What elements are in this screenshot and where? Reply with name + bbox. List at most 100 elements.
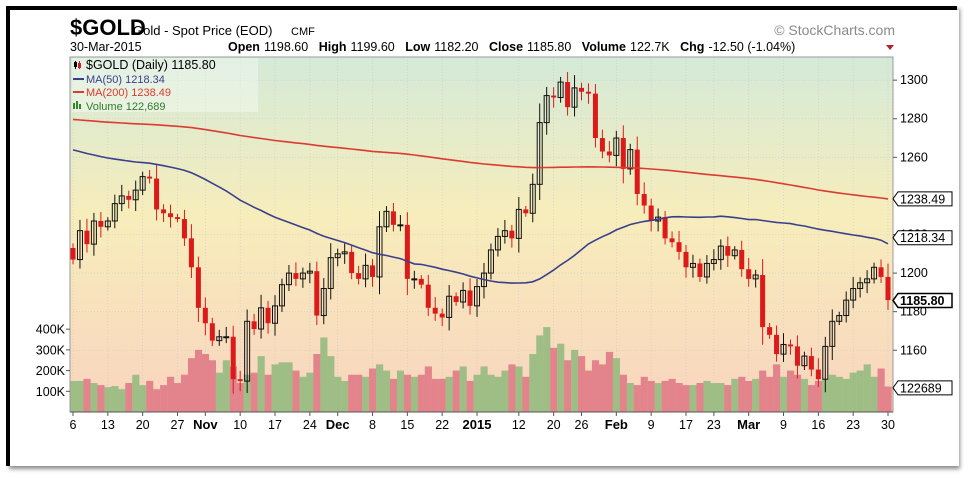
volume-bar bbox=[557, 343, 565, 412]
volume-bar bbox=[605, 351, 614, 412]
candle bbox=[418, 275, 424, 289]
volume-bar bbox=[410, 376, 419, 412]
candle-body bbox=[432, 307, 438, 314]
value-badge-label: 1238.49 bbox=[900, 192, 945, 206]
candle-body bbox=[648, 205, 654, 221]
legend-ma200: MA(200) 1238.49 bbox=[86, 87, 171, 99]
candle bbox=[864, 270, 871, 294]
candle-body bbox=[168, 213, 174, 218]
volume-bar bbox=[208, 360, 216, 412]
candle-body bbox=[669, 238, 675, 243]
volume-bar bbox=[222, 360, 230, 412]
volume-bar bbox=[438, 378, 446, 412]
candle bbox=[703, 255, 710, 284]
date-tick-label: 10 bbox=[233, 418, 247, 432]
candle bbox=[320, 278, 327, 325]
candle-body bbox=[557, 81, 564, 99]
volume-bar bbox=[619, 374, 627, 412]
candle bbox=[565, 71, 571, 116]
candle-body bbox=[641, 193, 647, 206]
price-tick-label: 1280 bbox=[900, 112, 928, 126]
value-badges: 1238.49 1218.34 1185.80 122689 bbox=[892, 191, 953, 396]
candle-body bbox=[161, 209, 167, 214]
volume-tick-label: 300K bbox=[36, 343, 66, 357]
candle bbox=[857, 277, 864, 298]
value-badge: 1238.49 bbox=[892, 191, 953, 206]
candle-body bbox=[606, 151, 612, 156]
candle-body bbox=[272, 305, 279, 324]
date-tick-label: 2015 bbox=[463, 417, 492, 432]
volume-bar bbox=[550, 347, 558, 412]
date-tick-label: 8 bbox=[369, 418, 376, 432]
volume-bar bbox=[132, 374, 140, 412]
candle bbox=[306, 262, 313, 284]
volume-bar bbox=[529, 354, 537, 412]
price-tick-label: 1260 bbox=[900, 150, 928, 164]
volume-bar bbox=[118, 389, 126, 412]
candle bbox=[746, 257, 752, 287]
candle-body bbox=[578, 87, 585, 92]
candle-body bbox=[592, 93, 598, 139]
volume-bar bbox=[83, 378, 91, 412]
volume-bar bbox=[633, 385, 641, 412]
candle bbox=[154, 164, 160, 221]
candle-body bbox=[808, 356, 814, 370]
candle bbox=[439, 308, 445, 327]
candle-body bbox=[181, 219, 187, 239]
candle-body bbox=[836, 315, 843, 322]
candle-body bbox=[689, 262, 696, 268]
candle-body bbox=[70, 248, 76, 260]
date-tick-label: 23 bbox=[707, 418, 721, 432]
candle bbox=[523, 205, 529, 217]
candle bbox=[829, 309, 836, 361]
volume-bar bbox=[612, 358, 621, 412]
ma50-line bbox=[72, 149, 889, 284]
volume-bar bbox=[759, 370, 767, 412]
candle bbox=[592, 84, 598, 148]
volume-bar bbox=[466, 380, 474, 412]
candle-body bbox=[174, 217, 180, 220]
candle bbox=[209, 317, 215, 347]
candle-body bbox=[731, 249, 738, 257]
candle bbox=[689, 254, 696, 278]
candle bbox=[349, 245, 355, 280]
candle bbox=[223, 326, 230, 344]
volume-bar bbox=[111, 386, 119, 412]
candle-body bbox=[543, 95, 550, 124]
candle bbox=[794, 335, 800, 379]
candle bbox=[425, 274, 431, 316]
volume-bar bbox=[417, 374, 425, 412]
volume-bar bbox=[382, 370, 391, 412]
volume-bar bbox=[125, 383, 133, 412]
candle bbox=[634, 136, 640, 206]
date-tick-label: 30 bbox=[881, 418, 895, 432]
candle-body bbox=[390, 211, 396, 225]
candle-body bbox=[794, 346, 800, 366]
date-tick-label: 23 bbox=[846, 418, 860, 432]
volume-bar bbox=[800, 378, 809, 412]
candle bbox=[571, 75, 578, 117]
candle-body bbox=[565, 82, 571, 108]
candle bbox=[202, 297, 208, 336]
candle-body bbox=[850, 288, 857, 301]
symbol-title: $GOLD bbox=[70, 15, 146, 40]
volume-bar bbox=[835, 376, 843, 412]
candle-body bbox=[620, 138, 626, 169]
candle-body bbox=[453, 296, 459, 303]
candle bbox=[627, 143, 634, 175]
candle bbox=[356, 265, 362, 285]
candle-body bbox=[147, 176, 153, 179]
volume-bar bbox=[369, 368, 377, 412]
date-tick-label: 16 bbox=[811, 418, 825, 432]
candle-body bbox=[683, 251, 689, 268]
candle-body bbox=[885, 276, 891, 301]
candle bbox=[467, 278, 473, 315]
candle-body bbox=[327, 257, 334, 290]
candle bbox=[648, 198, 654, 232]
date-tick-label: 13 bbox=[101, 418, 115, 432]
candle-body bbox=[154, 178, 160, 210]
candle-body bbox=[293, 273, 299, 279]
value-badge-box bbox=[892, 380, 953, 396]
candle-body bbox=[251, 321, 257, 330]
volume-bar bbox=[773, 364, 781, 412]
